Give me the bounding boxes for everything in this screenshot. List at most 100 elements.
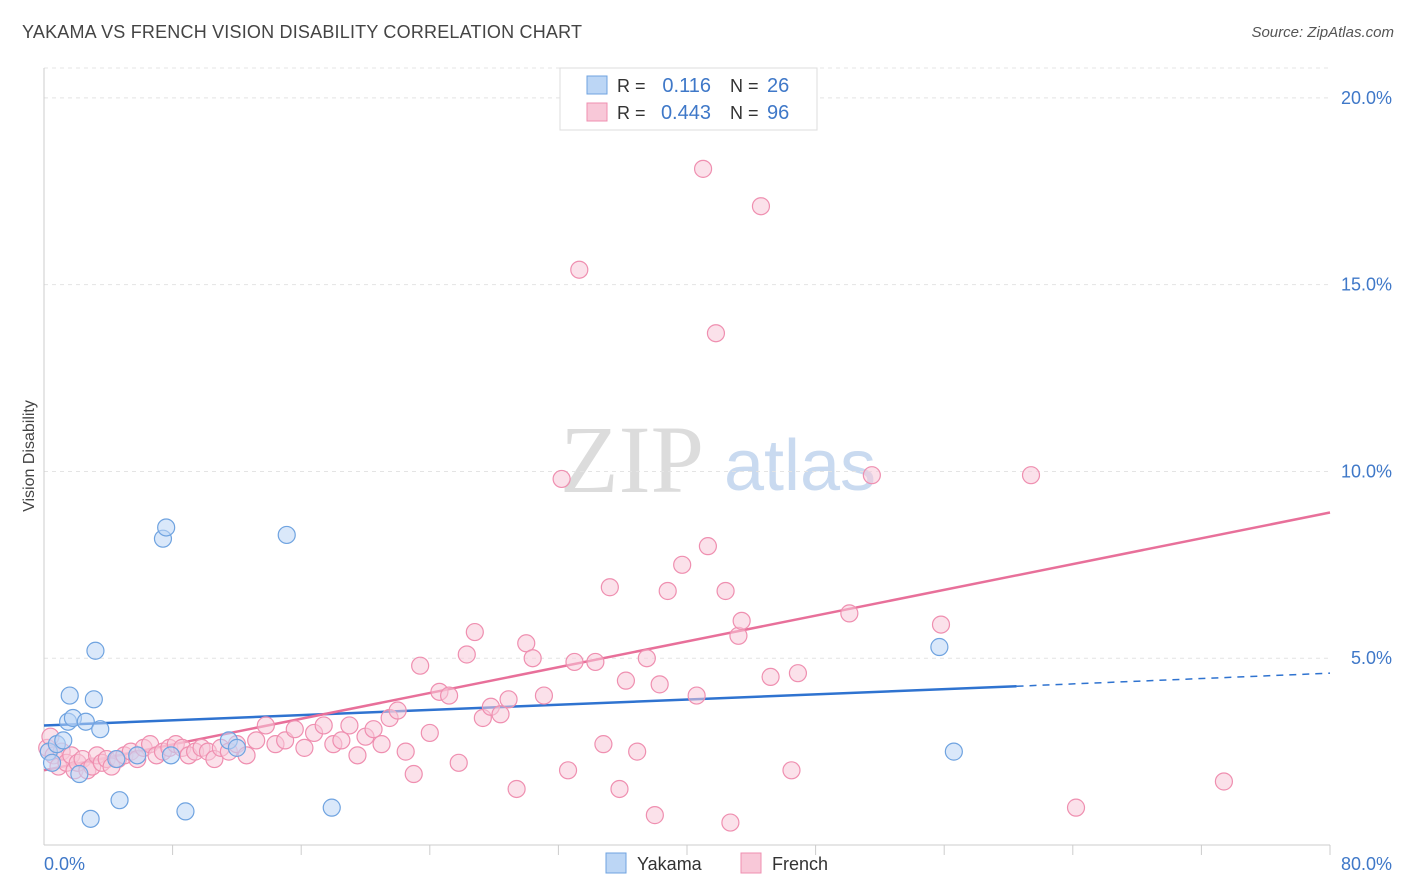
french-point <box>465 622 484 642</box>
french-point <box>698 537 717 556</box>
watermark-zip: ZIP <box>560 406 704 513</box>
yakama-point <box>161 746 181 765</box>
x-tick-label-max: 80.0% <box>1341 854 1392 874</box>
french-point <box>332 731 351 750</box>
legend-bottom-label-french: French <box>772 854 828 874</box>
legend-n-value-yakama: 26 <box>767 75 789 97</box>
legend-bottom: Yakama French <box>605 852 828 874</box>
french-point <box>840 604 859 623</box>
french-point <box>1066 798 1086 817</box>
yakama-point <box>930 637 949 657</box>
yakama-point <box>944 742 963 761</box>
y-tick-label: 20.0% <box>1341 88 1392 108</box>
legend-n-label-yakama: N = <box>730 76 759 96</box>
y-tick-label: 10.0% <box>1341 461 1392 481</box>
yakama-point <box>86 641 105 660</box>
french-point <box>650 675 669 694</box>
french-point <box>586 652 605 672</box>
trend-line-yakama <box>43 684 1017 727</box>
yakama-point <box>42 753 62 772</box>
yakama-point <box>81 809 100 828</box>
legend-top: R = 0.116 N = 26 R = 0.443 N = 96 <box>559 67 818 131</box>
french-point <box>372 735 391 754</box>
french-point <box>314 716 333 735</box>
french-point <box>687 686 706 705</box>
french-point <box>628 742 647 761</box>
legend-r-value-french: 0.443 <box>661 102 711 124</box>
y-tick-label: 15.0% <box>1341 275 1392 295</box>
french-point <box>558 761 578 780</box>
yakama-point <box>76 712 95 731</box>
french-point <box>348 746 367 765</box>
legend-r-label-french: R = <box>617 103 646 123</box>
french-point <box>517 634 536 653</box>
trend-lines <box>43 511 1331 772</box>
french-point <box>570 260 589 279</box>
legend-n-value-french: 96 <box>767 102 789 124</box>
watermark-atlas: atlas <box>724 426 876 506</box>
yakama-point <box>54 731 73 750</box>
yakama-point <box>128 746 147 765</box>
french-point <box>411 656 430 675</box>
yakama-point <box>157 518 176 537</box>
chart-title: YAKAMA VS FRENCH VISION DISABILITY CORRE… <box>22 22 583 42</box>
yakama-point <box>84 690 103 709</box>
french-point <box>457 645 476 664</box>
french-point <box>1214 772 1234 791</box>
yakama-point <box>277 525 296 545</box>
french-point <box>1021 466 1041 485</box>
source-label: Source: ZipAtlas.com <box>1251 24 1394 41</box>
french-point <box>782 761 801 780</box>
french-point <box>594 735 613 754</box>
french-point <box>732 611 751 630</box>
french-point <box>404 764 423 784</box>
french-point <box>645 806 664 825</box>
yakama-point <box>110 791 129 810</box>
french-point <box>295 738 314 757</box>
french-point <box>716 581 735 601</box>
french-point <box>534 686 554 705</box>
legend-bottom-swatch-yakama <box>605 852 627 874</box>
french-point <box>706 324 726 343</box>
yakama-point <box>60 686 79 705</box>
french-point <box>285 720 304 739</box>
data-points <box>38 159 1234 832</box>
french-point <box>396 742 415 761</box>
yakama-point <box>107 749 126 769</box>
legend-r-label-yakama: R = <box>617 76 646 96</box>
french-point <box>491 705 510 724</box>
french-point <box>637 649 656 668</box>
legend-r-value-yakama: 0.116 <box>662 75 711 97</box>
french-point <box>449 753 468 772</box>
trend-line-french <box>43 511 1331 772</box>
french-point <box>788 664 808 683</box>
yakama-point <box>70 764 89 784</box>
french-point <box>610 779 629 799</box>
french-point <box>721 813 740 832</box>
french-point <box>499 690 518 709</box>
french-point <box>693 159 713 178</box>
legend-swatch-french <box>586 102 608 122</box>
yakama-point <box>176 802 195 821</box>
y-axis-label: Vision Disability <box>21 400 38 512</box>
yakama-point <box>91 720 110 739</box>
french-point <box>256 716 275 735</box>
legend-bottom-label-yakama: Yakama <box>637 854 703 874</box>
axes <box>43 68 1331 855</box>
french-point <box>751 197 771 216</box>
y-tick-label: 5.0% <box>1351 648 1392 668</box>
french-point <box>439 686 459 705</box>
x-tick-label-min: 0.0% <box>44 854 85 874</box>
french-point <box>247 731 266 750</box>
french-point <box>616 671 636 690</box>
yakama-point <box>322 798 341 817</box>
legend-swatch-yakama <box>586 75 608 95</box>
french-point <box>761 667 780 686</box>
gridlines: 5.0% 10.0% 15.0% 20.0% <box>44 67 1392 668</box>
legend-bottom-swatch-french <box>740 852 762 874</box>
french-point <box>931 615 951 634</box>
french-point <box>507 779 526 799</box>
trend-line-yakama-extension <box>1016 672 1331 687</box>
french-point <box>523 649 542 668</box>
